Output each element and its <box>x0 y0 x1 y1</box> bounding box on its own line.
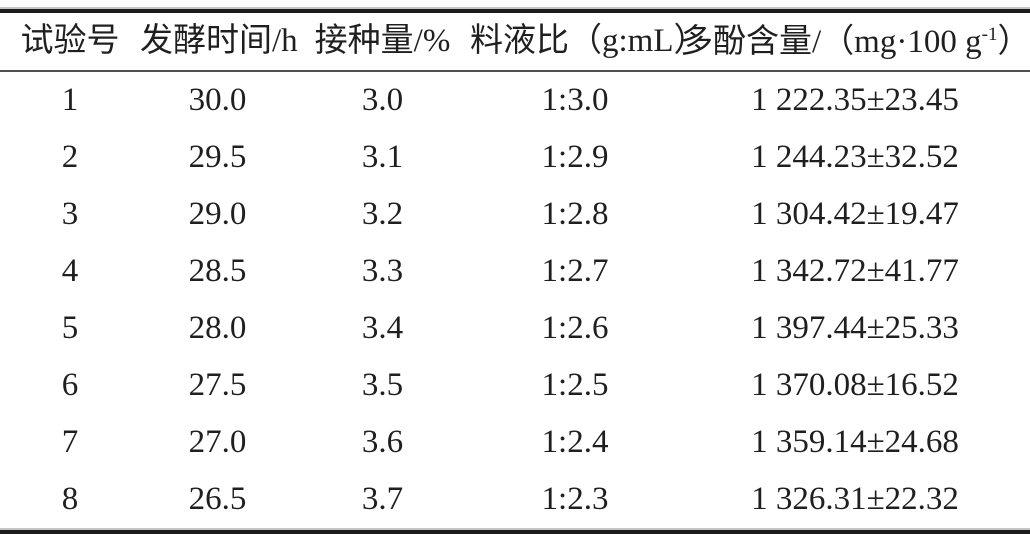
superscript-exponent: -1 <box>981 23 998 45</box>
cell-inoculation-amount: 3.0 <box>361 82 404 118</box>
cell-test-number: 6 <box>61 367 79 403</box>
cell-fermentation-time: 26.5 <box>188 481 247 517</box>
table-row: 5 28.0 3.4 1:2.6 1 397.44±25.33 <box>0 300 1030 357</box>
table-row: 7 27.0 3.6 1:2.4 1 359.14±24.68 <box>0 414 1030 471</box>
cell-solid-liquid-ratio: 1:2.4 <box>541 424 609 460</box>
cell-test-number: 5 <box>61 310 79 346</box>
cell-polyphenol-content: 1 326.31±22.32 <box>751 481 959 517</box>
cell-polyphenol-content: 1 244.23±32.52 <box>751 139 959 175</box>
column-header-polyphenol-content: 多酚含量/（mg·100 g-1） <box>680 13 1030 72</box>
table-row: 1 30.0 3.0 1:3.0 1 222.35±23.45 <box>0 71 1030 129</box>
cell-inoculation-amount: 3.1 <box>361 139 404 175</box>
cell-test-number: 1 <box>61 82 79 118</box>
cell-solid-liquid-ratio: 1:2.5 <box>541 367 609 403</box>
cell-polyphenol-content: 1 304.42±19.47 <box>751 196 959 232</box>
cell-solid-liquid-ratio: 1:2.7 <box>541 253 609 289</box>
table-top-rule <box>0 7 1030 13</box>
cell-test-number: 8 <box>61 481 79 517</box>
column-header-test-number: 试验号 <box>0 13 140 72</box>
cell-inoculation-amount: 3.7 <box>361 481 404 517</box>
cell-test-number: 3 <box>61 196 79 232</box>
cell-test-number: 7 <box>61 424 79 460</box>
table-row: 4 28.5 3.3 1:2.7 1 342.72±41.77 <box>0 243 1030 300</box>
cell-test-number: 4 <box>61 253 79 289</box>
cell-polyphenol-content: 1 397.44±25.33 <box>751 310 959 346</box>
cell-solid-liquid-ratio: 1:2.3 <box>541 481 609 517</box>
cell-fermentation-time: 29.5 <box>188 139 247 175</box>
cell-fermentation-time: 28.0 <box>188 310 247 346</box>
header-row: 试验号 发酵时间/h 接种量/% 料液比（g:mL） 多酚含量/（mg·100 … <box>0 13 1030 72</box>
cell-solid-liquid-ratio: 1:2.6 <box>541 310 609 346</box>
cell-inoculation-amount: 3.5 <box>361 367 404 403</box>
cell-solid-liquid-ratio: 1:2.8 <box>541 196 609 232</box>
table-row: 6 27.5 3.5 1:2.5 1 370.08±16.52 <box>0 357 1030 414</box>
cell-solid-liquid-ratio: 1:3.0 <box>541 82 609 118</box>
unit-prefix: 多酚含量/（mg·100 g <box>680 23 982 60</box>
table-row: 3 29.0 3.2 1:2.8 1 304.42±19.47 <box>0 186 1030 243</box>
cell-inoculation-amount: 3.3 <box>361 253 404 289</box>
cell-polyphenol-content: 1 342.72±41.77 <box>751 253 959 289</box>
table-header: 试验号 发酵时间/h 接种量/% 料液比（g:mL） 多酚含量/（mg·100 … <box>0 13 1030 72</box>
cell-inoculation-amount: 3.6 <box>361 424 404 460</box>
cell-polyphenol-content: 1 370.08±16.52 <box>751 367 959 403</box>
cell-fermentation-time: 29.0 <box>188 196 247 232</box>
cell-solid-liquid-ratio: 1:2.9 <box>541 139 609 175</box>
table-row: 8 26.5 3.7 1:2.3 1 326.31±22.32 <box>0 471 1030 528</box>
unit-suffix: ） <box>997 23 1030 60</box>
table-body: 1 30.0 3.0 1:3.0 1 222.35±23.45 2 29.5 3… <box>0 71 1030 528</box>
cell-fermentation-time: 28.5 <box>188 253 247 289</box>
cell-test-number: 2 <box>61 139 79 175</box>
column-header-inoculation-amount: 接种量/% <box>295 13 470 72</box>
table-row: 2 29.5 3.1 1:2.9 1 244.23±32.52 <box>0 129 1030 186</box>
cell-polyphenol-content: 1 359.14±24.68 <box>751 424 959 460</box>
cell-fermentation-time: 27.5 <box>188 367 247 403</box>
column-header-fermentation-time: 发酵时间/h <box>140 13 298 72</box>
cell-inoculation-amount: 3.4 <box>361 310 404 346</box>
cell-inoculation-amount: 3.2 <box>361 196 404 232</box>
table-bottom-rule <box>0 528 1030 534</box>
column-header-solid-liquid-ratio: 料液比（g:mL） <box>470 13 707 72</box>
cell-fermentation-time: 30.0 <box>188 82 247 118</box>
orthogonal-test-results-table: 试验号 发酵时间/h 接种量/% 料液比（g:mL） 多酚含量/（mg·100 … <box>0 13 1030 528</box>
cell-fermentation-time: 27.0 <box>188 424 247 460</box>
cell-polyphenol-content: 1 222.35±23.45 <box>751 82 959 118</box>
